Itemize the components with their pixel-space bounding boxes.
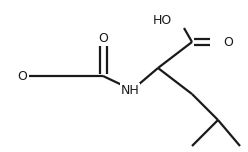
Text: NH: NH (121, 83, 139, 97)
Text: O: O (17, 69, 27, 83)
Text: O: O (98, 31, 108, 45)
Text: O: O (223, 36, 233, 48)
Text: HO: HO (153, 14, 172, 26)
